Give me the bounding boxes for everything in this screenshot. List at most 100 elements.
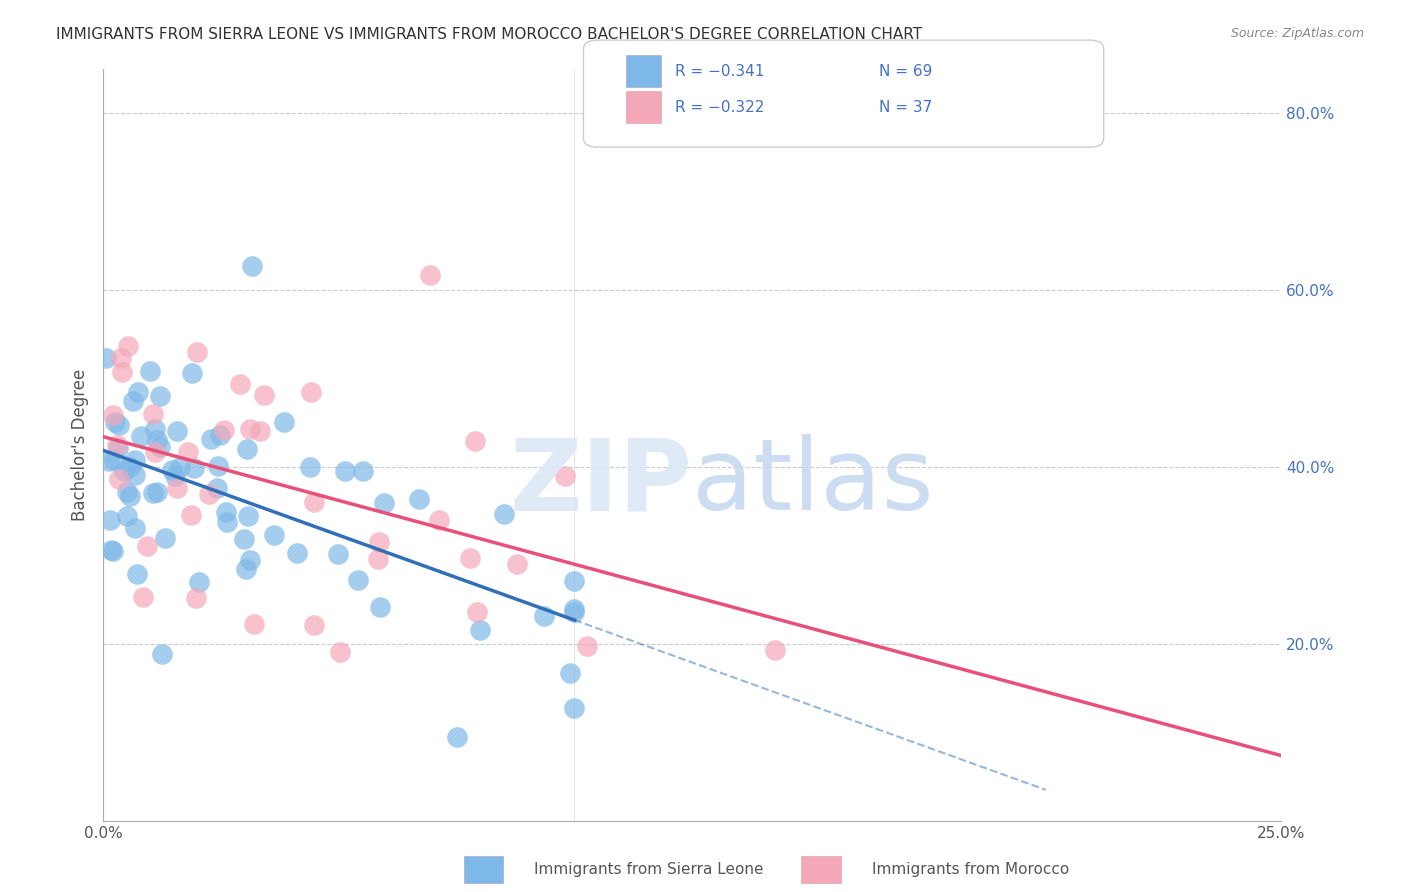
Point [124, 467, 146, 482]
Point [298, 459, 321, 474]
Point [253, 387, 276, 401]
Point [110, 351, 132, 365]
Point [197, 487, 219, 501]
Point [235, 442, 257, 456]
Point [121, 393, 143, 408]
Point [368, 534, 391, 549]
Point [243, 617, 266, 632]
Point [166, 482, 188, 496]
Point [273, 415, 295, 429]
Point [564, 605, 586, 619]
Point [299, 385, 322, 400]
Point [458, 551, 481, 566]
Point [166, 424, 188, 438]
Point [564, 574, 586, 589]
Point [427, 513, 450, 527]
Text: atlas: atlas [692, 434, 934, 531]
Point [118, 489, 141, 503]
Point [212, 423, 235, 437]
Point [180, 508, 202, 523]
Point [149, 440, 172, 454]
Point [205, 481, 228, 495]
Point [149, 389, 172, 403]
Point [233, 533, 256, 547]
Point [143, 444, 166, 458]
Point [132, 591, 155, 605]
Text: N = 37: N = 37 [879, 100, 932, 114]
Point [367, 552, 389, 566]
Point [163, 468, 186, 483]
Point [215, 505, 238, 519]
Point [285, 546, 308, 560]
Point [146, 485, 169, 500]
Point [142, 485, 165, 500]
Point [370, 600, 392, 615]
Point [208, 427, 231, 442]
Point [127, 384, 149, 399]
Point [112, 464, 135, 478]
Point [326, 547, 349, 561]
Text: Source: ZipAtlas.com: Source: ZipAtlas.com [1230, 27, 1364, 40]
Point [352, 464, 374, 478]
Point [142, 407, 165, 421]
Point [200, 432, 222, 446]
Point [117, 339, 139, 353]
Point [554, 469, 576, 483]
Point [169, 459, 191, 474]
Text: Immigrants from Morocco: Immigrants from Morocco [872, 863, 1069, 877]
Point [236, 508, 259, 523]
Point [763, 642, 786, 657]
Point [235, 562, 257, 576]
Text: N = 69: N = 69 [879, 64, 932, 78]
Point [564, 601, 586, 615]
Point [329, 645, 352, 659]
Point [96, 351, 118, 366]
Point [115, 508, 138, 523]
Point [97, 454, 120, 468]
Point [333, 464, 356, 478]
Point [346, 574, 368, 588]
Point [110, 365, 132, 379]
Point [304, 618, 326, 632]
Point [103, 453, 125, 467]
Point [118, 459, 141, 474]
Point [187, 575, 209, 590]
Text: Immigrants from Sierra Leone: Immigrants from Sierra Leone [534, 863, 763, 877]
Point [146, 433, 169, 447]
Point [419, 268, 441, 282]
Point [492, 507, 515, 521]
Point [124, 452, 146, 467]
Point [181, 366, 204, 380]
Point [564, 701, 586, 715]
Point [101, 544, 124, 558]
Point [150, 647, 173, 661]
Point [373, 496, 395, 510]
Point [240, 259, 263, 273]
Text: R = −0.322: R = −0.322 [675, 100, 765, 114]
Point [186, 344, 208, 359]
Point [100, 513, 122, 527]
Point [302, 495, 325, 509]
Point [239, 553, 262, 567]
Point [129, 429, 152, 443]
Point [470, 623, 492, 637]
Point [467, 605, 489, 619]
Point [183, 460, 205, 475]
Point [115, 484, 138, 499]
Point [249, 424, 271, 438]
Point [184, 591, 207, 605]
Point [139, 364, 162, 378]
Point [560, 665, 582, 680]
Point [229, 376, 252, 391]
Point [104, 415, 127, 429]
Point [101, 408, 124, 422]
Point [108, 472, 131, 486]
Point [100, 542, 122, 557]
Y-axis label: Bachelor's Degree: Bachelor's Degree [72, 369, 89, 521]
Text: R = −0.341: R = −0.341 [675, 64, 765, 78]
Point [263, 528, 285, 542]
Point [239, 422, 262, 436]
Point [105, 438, 128, 452]
Point [576, 639, 599, 653]
Point [177, 445, 200, 459]
